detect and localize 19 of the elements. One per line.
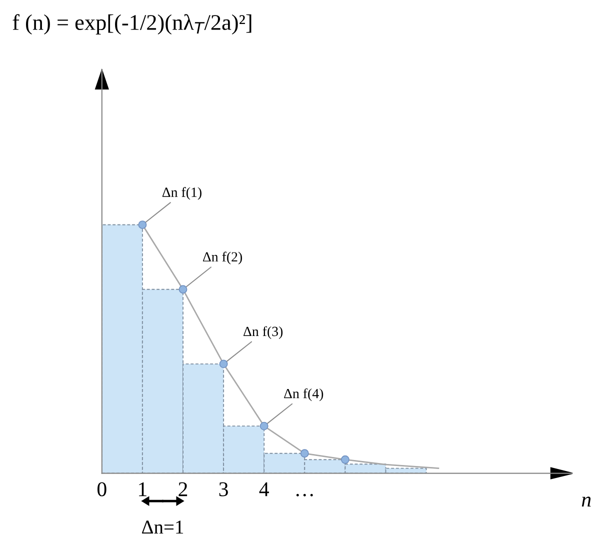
annotation: Δn f(4) [284, 388, 324, 402]
point [340, 455, 350, 464]
annotation: Δn f(2) [202, 252, 242, 264]
point [138, 220, 147, 230]
annotation: Δn f(3) [244, 326, 283, 339]
x-tick-label: 0 [97, 482, 106, 496]
x-tick-label: … [296, 494, 313, 496]
annotation: Δn f(1) [162, 187, 202, 200]
point [219, 360, 228, 368]
x-tick-label: 1 [139, 482, 146, 496]
point [178, 285, 188, 294]
annotation: Δn=1 [142, 520, 184, 534]
x-tick-label: 3 [219, 482, 228, 496]
x-tick-label: 4 [259, 482, 269, 496]
point [300, 449, 309, 458]
chart-title: f (n) = exp[(-1/2)(nλ$_{T}$/2a)²] [12, 14, 252, 35]
x-tick-label: 2 [178, 482, 188, 496]
x-axis-title: n [582, 496, 591, 506]
point [260, 422, 268, 430]
